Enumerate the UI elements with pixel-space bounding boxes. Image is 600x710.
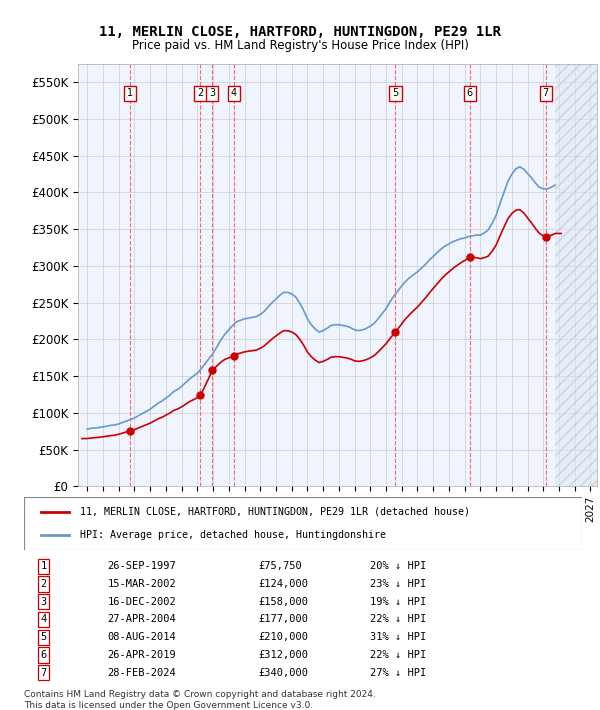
Text: 22% ↓ HPI: 22% ↓ HPI <box>370 650 426 660</box>
Text: 3: 3 <box>40 596 47 607</box>
FancyBboxPatch shape <box>24 497 582 550</box>
Text: 23% ↓ HPI: 23% ↓ HPI <box>370 579 426 589</box>
Text: 5: 5 <box>40 632 47 643</box>
Text: 7: 7 <box>542 89 549 99</box>
Text: £340,000: £340,000 <box>259 667 308 678</box>
Bar <box>555 64 597 486</box>
Text: 16-DEC-2002: 16-DEC-2002 <box>108 596 176 607</box>
Text: Contains HM Land Registry data © Crown copyright and database right 2024.: Contains HM Land Registry data © Crown c… <box>24 690 376 699</box>
Text: 22% ↓ HPI: 22% ↓ HPI <box>370 614 426 625</box>
Text: 28-FEB-2024: 28-FEB-2024 <box>108 667 176 678</box>
Text: 4: 4 <box>40 614 47 625</box>
Text: 5: 5 <box>392 89 398 99</box>
Text: 27-APR-2004: 27-APR-2004 <box>108 614 176 625</box>
Text: 26-APR-2019: 26-APR-2019 <box>108 650 176 660</box>
Text: 3: 3 <box>209 89 215 99</box>
Text: 11, MERLIN CLOSE, HARTFORD, HUNTINGDON, PE29 1LR: 11, MERLIN CLOSE, HARTFORD, HUNTINGDON, … <box>99 25 501 39</box>
Text: 1: 1 <box>127 89 133 99</box>
Text: 15-MAR-2002: 15-MAR-2002 <box>108 579 176 589</box>
Text: £312,000: £312,000 <box>259 650 308 660</box>
Text: 1: 1 <box>40 561 47 572</box>
Text: 20% ↓ HPI: 20% ↓ HPI <box>370 561 426 572</box>
Text: £158,000: £158,000 <box>259 596 308 607</box>
Text: HPI: Average price, detached house, Huntingdonshire: HPI: Average price, detached house, Hunt… <box>80 530 386 540</box>
Text: 27% ↓ HPI: 27% ↓ HPI <box>370 667 426 678</box>
Text: Price paid vs. HM Land Registry's House Price Index (HPI): Price paid vs. HM Land Registry's House … <box>131 39 469 52</box>
Text: 19% ↓ HPI: 19% ↓ HPI <box>370 596 426 607</box>
Text: 7: 7 <box>40 667 47 678</box>
Text: 31% ↓ HPI: 31% ↓ HPI <box>370 632 426 643</box>
Text: 6: 6 <box>40 650 47 660</box>
Text: 6: 6 <box>467 89 473 99</box>
Text: This data is licensed under the Open Government Licence v3.0.: This data is licensed under the Open Gov… <box>24 701 313 710</box>
Text: 11, MERLIN CLOSE, HARTFORD, HUNTINGDON, PE29 1LR (detached house): 11, MERLIN CLOSE, HARTFORD, HUNTINGDON, … <box>80 507 470 517</box>
Text: £210,000: £210,000 <box>259 632 308 643</box>
Text: £177,000: £177,000 <box>259 614 308 625</box>
Text: 4: 4 <box>231 89 237 99</box>
Text: 08-AUG-2014: 08-AUG-2014 <box>108 632 176 643</box>
Text: 26-SEP-1997: 26-SEP-1997 <box>108 561 176 572</box>
Text: 2: 2 <box>197 89 203 99</box>
Text: 2: 2 <box>40 579 47 589</box>
Text: £75,750: £75,750 <box>259 561 302 572</box>
Text: £124,000: £124,000 <box>259 579 308 589</box>
